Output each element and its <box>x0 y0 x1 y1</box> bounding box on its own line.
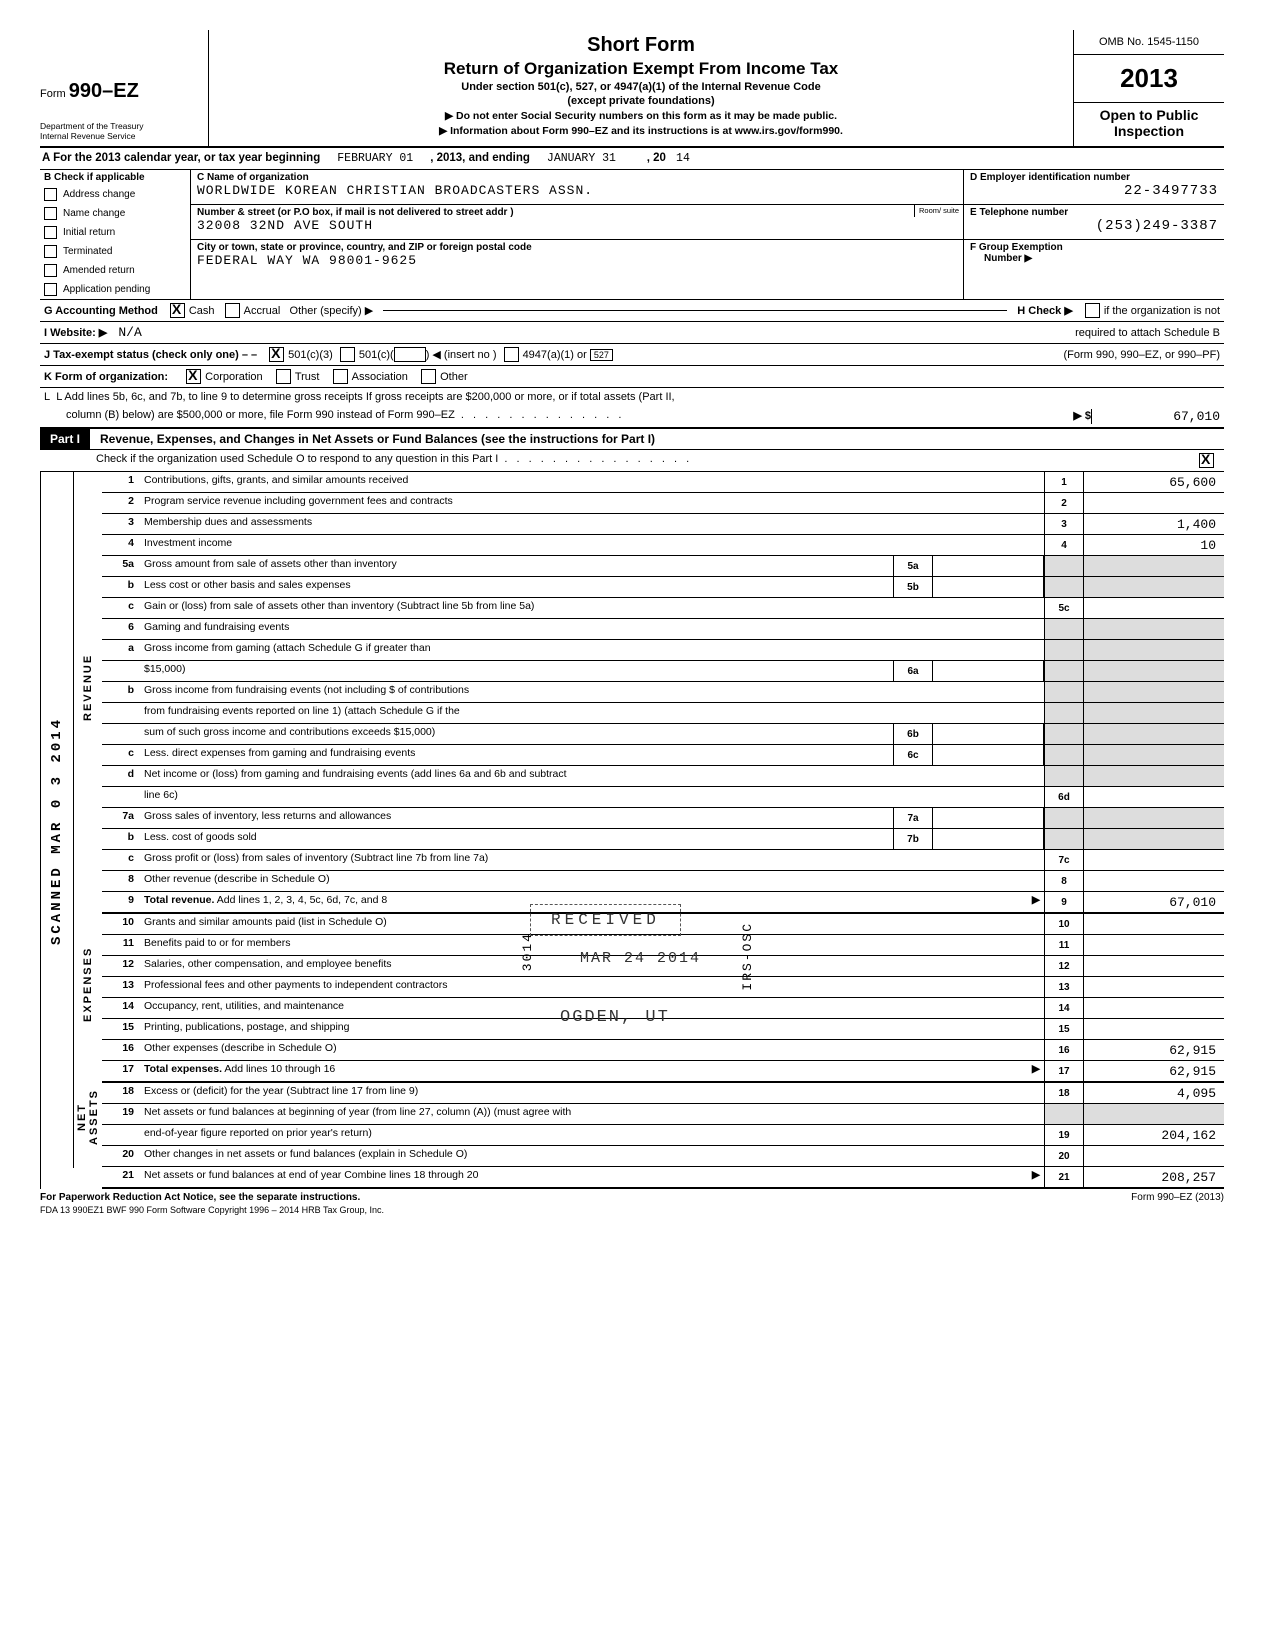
table-row: 5aGross amount from sale of assets other… <box>102 556 1224 577</box>
table-row: bLess cost or other basis and sales expe… <box>102 577 1224 598</box>
table-row: cGross profit or (loss) from sales of in… <box>102 850 1224 871</box>
chk-name-change[interactable]: Name change <box>40 204 190 223</box>
table-row: sum of such gross income and contributio… <box>102 724 1224 745</box>
table-row: line 6c)6d <box>102 787 1224 808</box>
chk-4947[interactable] <box>504 347 519 362</box>
d-ein-value: 22-3497733 <box>970 183 1218 199</box>
open-public: Open to Public Inspection <box>1074 103 1224 141</box>
chk-accrual[interactable] <box>225 303 240 318</box>
e-phone-value: (253)249-3387 <box>970 218 1218 234</box>
c-addr-label: Number & street (or P.O box, if mail is … <box>197 207 957 218</box>
omb-number: OMB No. 1545-1150 <box>1074 30 1224 55</box>
received-stamp: RECEIVED <box>530 904 681 936</box>
col-b-header: B Check if applicable <box>40 170 190 185</box>
part-1-header: Part I Revenue, Expenses, and Changes in… <box>40 429 1224 450</box>
chk-initial-return[interactable]: Initial return <box>40 223 190 242</box>
c-name-label: C Name of organization <box>197 172 957 183</box>
table-row: 7aGross sales of inventory, less returns… <box>102 808 1224 829</box>
table-row: 1Contributions, gifts, grants, and simil… <box>102 472 1224 493</box>
tax-year: 2013 <box>1074 55 1224 103</box>
side-expenses: EXPENSES <box>73 902 102 1066</box>
table-row: aGross income from gaming (attach Schedu… <box>102 640 1224 661</box>
chk-h-schedule-b[interactable] <box>1085 303 1100 318</box>
title-short-form: Short Form <box>219 34 1063 57</box>
table-row: 18Excess or (deficit) for the year (Subt… <box>102 1083 1224 1104</box>
table-row: cGain or (loss) from sale of assets othe… <box>102 598 1224 619</box>
table-row: 17Total expenses. Add lines 10 through 1… <box>102 1061 1224 1083</box>
table-row: 16Other expenses (describe in Schedule O… <box>102 1040 1224 1061</box>
scanned-stamp: SCANNED MAR 0 3 2014 <box>40 472 73 1189</box>
line-i-website: I Website: ▶ N/A required to attach Sche… <box>40 322 1224 344</box>
paperwork-notice: For Paperwork Reduction Act Notice, see … <box>40 1192 360 1203</box>
c-org-name: WORLDWIDE KOREAN CHRISTIAN BROADCASTERS … <box>197 183 957 198</box>
chk-corporation[interactable] <box>186 369 201 384</box>
table-row: $15,000)6a <box>102 661 1224 682</box>
line-k-form-org: K Form of organization: Corporation Trus… <box>40 366 1224 388</box>
line-g-accounting: G Accounting Method Cash Accrual Other (… <box>40 300 1224 322</box>
table-row: 4Investment income410 <box>102 535 1224 556</box>
table-row: 6Gaming and fundraising events <box>102 619 1224 640</box>
table-row: dNet income or (loss) from gaming and fu… <box>102 766 1224 787</box>
chk-association[interactable] <box>333 369 348 384</box>
c-street-addr: 32008 32ND AVE SOUTH <box>197 218 957 233</box>
chk-501c[interactable] <box>340 347 355 362</box>
chk-schedule-o[interactable] <box>1199 453 1214 468</box>
room-suite-label: Room/ suite <box>914 205 963 217</box>
section-b-through-f: B Check if applicable Address change Nam… <box>40 170 1224 300</box>
table-row: bGross income from fundraising events (n… <box>102 682 1224 703</box>
form-number: Form 990–EZ <box>40 30 200 103</box>
line-l-gross-receipts: L L Add lines 5b, 6c, and 7b, to line 9 … <box>40 388 1224 429</box>
row-a-tax-year: A For the 2013 calendar year, or tax yea… <box>40 148 1224 170</box>
table-row: 13Professional fees and other payments t… <box>102 977 1224 998</box>
col-def: D Employer identification number 22-3497… <box>964 170 1224 299</box>
side-net-assets: NET ASSETS <box>73 1066 102 1168</box>
form-ref-footer: Form 990–EZ (2013) <box>1131 1192 1224 1203</box>
table-row: bLess. cost of goods sold7b <box>102 829 1224 850</box>
e-phone-label: E Telephone number <box>970 207 1218 218</box>
chk-501c3[interactable] <box>269 347 284 362</box>
table-row: 20Other changes in net assets or fund ba… <box>102 1146 1224 1167</box>
software-copyright: FDA 13 990EZ1 BWF 990 Form Software Copy… <box>40 1203 1224 1215</box>
table-row: 2Program service revenue including gover… <box>102 493 1224 514</box>
c-city-state-zip: FEDERAL WAY WA 98001-9625 <box>197 253 957 268</box>
table-row: cLess. direct expenses from gaming and f… <box>102 745 1224 766</box>
footer: For Paperwork Reduction Act Notice, see … <box>40 1189 1224 1203</box>
num-stamp: 3014 <box>520 932 535 971</box>
schedule-o-check-line: Check if the organization used Schedule … <box>40 450 1224 472</box>
subtitle-section: Under section 501(c), 527, or 4947(a)(1)… <box>219 81 1063 93</box>
chk-cash[interactable] <box>170 303 185 318</box>
chk-application-pending[interactable]: Application pending <box>40 280 190 299</box>
f-number-label: Number ▶ <box>970 253 1218 264</box>
line-j-tax-exempt: J Tax-exempt status (check only one) – –… <box>40 344 1224 366</box>
side-revenue: REVENUE <box>73 472 102 902</box>
dept-treasury: Department of the Treasury Internal Reve… <box>40 121 200 141</box>
title-return: Return of Organization Exempt From Incom… <box>219 59 1063 79</box>
subtitle-except: (except private foundations) <box>219 95 1063 107</box>
date-stamp: MAR 24 2014 <box>580 950 701 967</box>
d-ein-label: D Employer identification number <box>970 172 1218 183</box>
gross-receipts-amount: 67,010 <box>1091 409 1220 424</box>
website-value: N/A <box>118 325 141 340</box>
table-row: 21Net assets or fund balances at end of … <box>102 1167 1224 1189</box>
instr-ssn: ▶ Do not enter Social Security numbers o… <box>219 110 1063 122</box>
irs-osc-stamp: IRS-OSC <box>740 922 755 991</box>
col-b-checkboxes: B Check if applicable Address change Nam… <box>40 170 191 299</box>
table-row: 3Membership dues and assessments31,400 <box>102 514 1224 535</box>
f-group-label: F Group Exemption <box>970 242 1218 253</box>
instr-info: ▶ Information about Form 990–EZ and its … <box>219 125 1063 137</box>
main-financial-table: SCANNED MAR 0 3 2014 REVENUE EXPENSES NE… <box>40 472 1224 1189</box>
table-row: from fundraising events reported on line… <box>102 703 1224 724</box>
table-row: 19Net assets or fund balances at beginni… <box>102 1104 1224 1125</box>
chk-amended-return[interactable]: Amended return <box>40 261 190 280</box>
chk-terminated[interactable]: Terminated <box>40 242 190 261</box>
c-city-label: City or town, state or province, country… <box>197 242 957 253</box>
ogden-stamp: OGDEN, UT <box>560 1008 670 1027</box>
table-row: 8Other revenue (describe in Schedule O)8 <box>102 871 1224 892</box>
col-c-org-info: C Name of organization WORLDWIDE KOREAN … <box>191 170 964 299</box>
table-row: end-of-year figure reported on prior yea… <box>102 1125 1224 1146</box>
chk-trust[interactable] <box>276 369 291 384</box>
form-header: Form 990–EZ Department of the Treasury I… <box>40 30 1224 148</box>
chk-other-org[interactable] <box>421 369 436 384</box>
chk-address-change[interactable]: Address change <box>40 185 190 204</box>
